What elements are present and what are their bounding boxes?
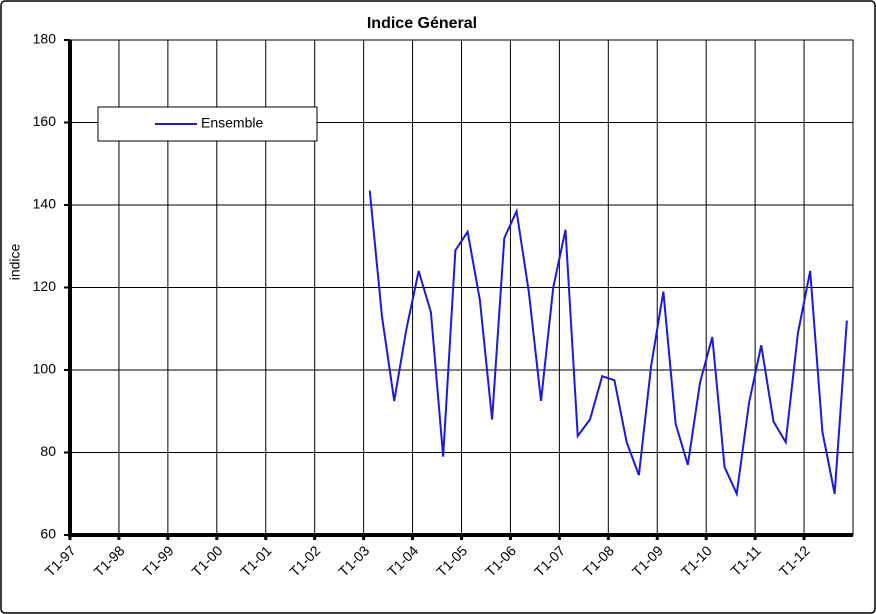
y-tick-label: 140 bbox=[33, 196, 57, 212]
chart-title: Indice Géneral bbox=[367, 15, 477, 32]
series-line bbox=[368, 190, 848, 498]
y-tick-label: 160 bbox=[33, 113, 57, 129]
y-tick-label: 180 bbox=[33, 31, 57, 47]
y-tick-label: 60 bbox=[40, 526, 56, 542]
legend-label: Ensemble bbox=[201, 115, 263, 131]
legend-box bbox=[97, 106, 318, 142]
y-tick-label: 100 bbox=[33, 361, 57, 377]
y-tick-label: 120 bbox=[33, 278, 57, 294]
y-tick-label: 80 bbox=[40, 443, 56, 459]
y-axis-label: indice bbox=[7, 244, 23, 281]
